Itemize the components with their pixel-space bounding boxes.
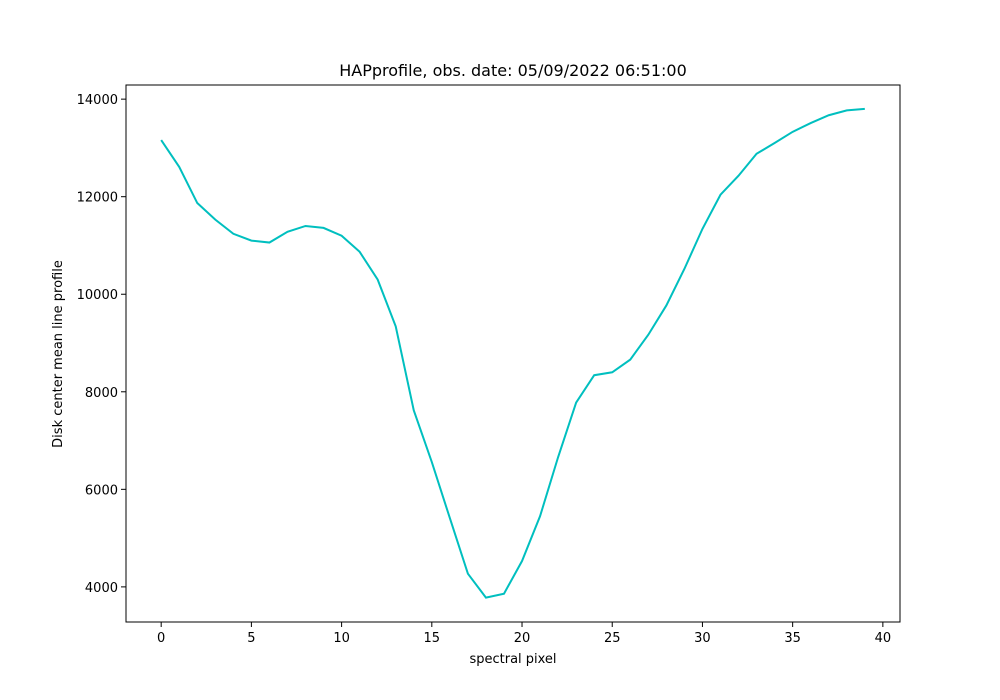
chart-title: HAPprofile, obs. date: 05/09/2022 06:51:… [339,61,687,80]
y-tick-label: 10000 [77,288,118,303]
x-tick-label: 25 [604,631,621,646]
x-tick-label: 5 [247,631,255,646]
x-tick-label: 40 [875,631,892,646]
y-axis-label: Disk center mean line profile [51,260,66,448]
y-tick-label: 14000 [77,93,118,108]
x-axis-label: spectral pixel [469,652,556,667]
y-tick-label: 4000 [85,581,118,596]
y-tick-label: 8000 [85,386,118,401]
x-tick-label: 35 [784,631,801,646]
x-tick-label: 30 [694,631,711,646]
x-tick-label: 15 [424,631,441,646]
plot-frame [125,84,901,623]
y-tick-label: 6000 [85,483,118,498]
data-line [160,107,865,599]
x-tick-label: 0 [157,631,165,646]
x-tick-label: 10 [333,631,350,646]
x-tick-label: 20 [514,631,531,646]
y-tick-label: 12000 [77,191,118,206]
